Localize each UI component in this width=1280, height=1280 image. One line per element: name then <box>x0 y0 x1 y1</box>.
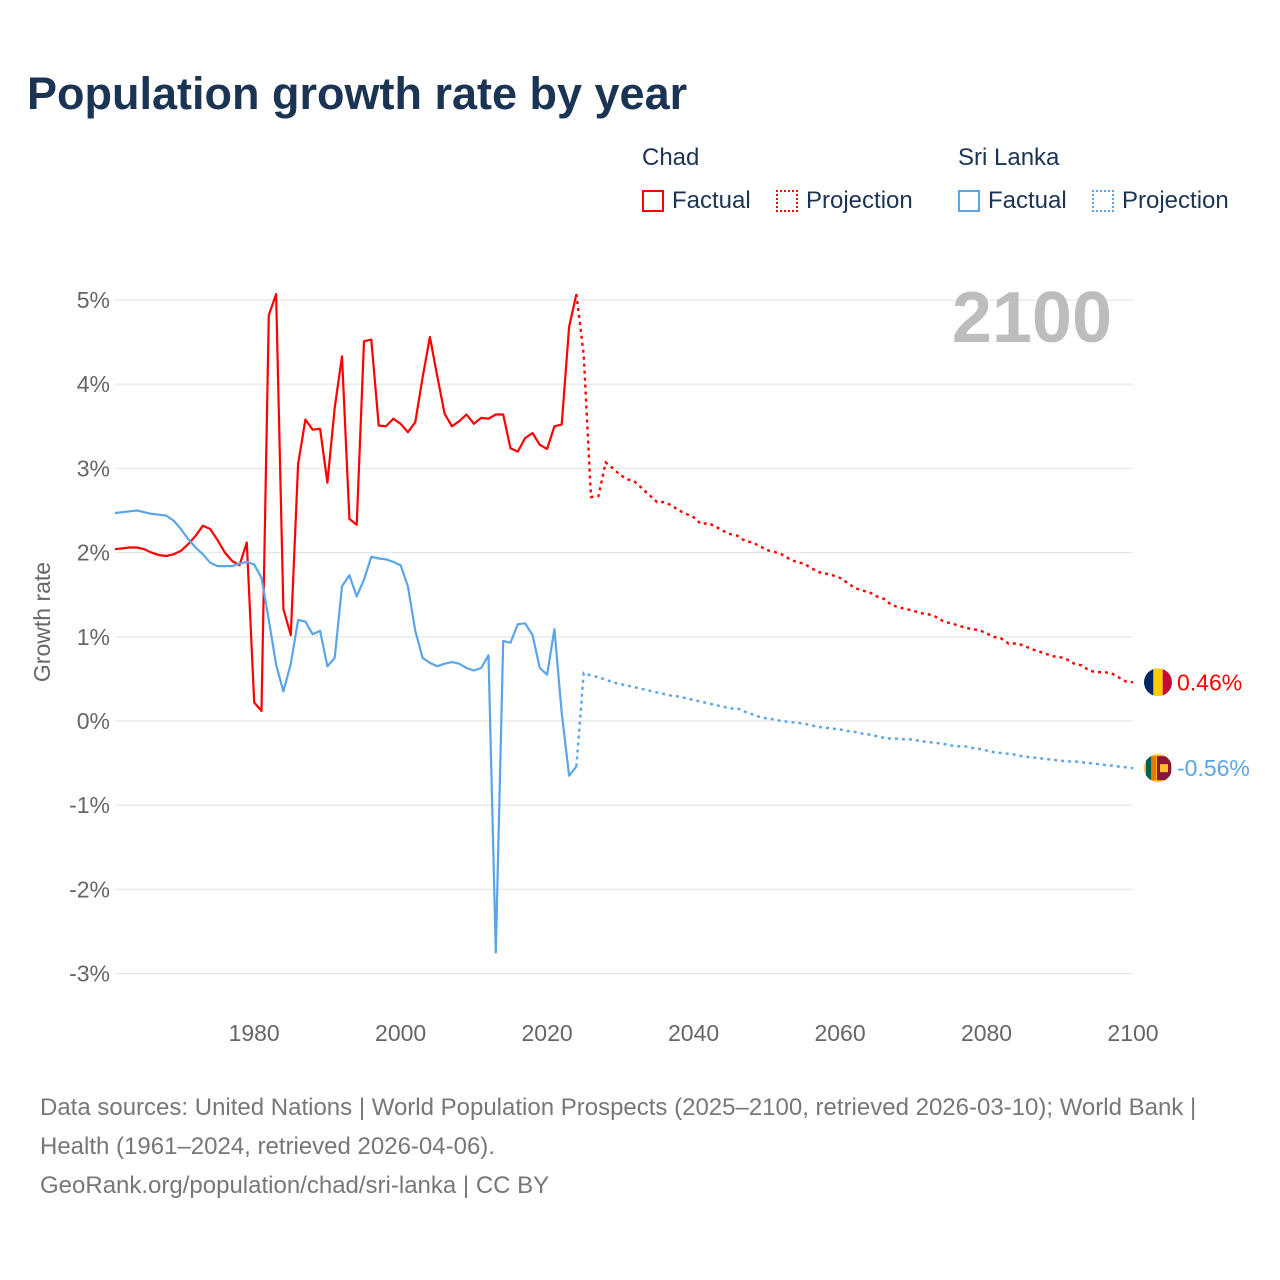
sri-lanka-flag-icon <box>1144 754 1172 783</box>
y-tick-label: 5% <box>77 287 110 313</box>
x-tick-label: 2020 <box>522 1020 573 1046</box>
x-tick-label: 2060 <box>814 1020 865 1046</box>
legend-label: Projection <box>806 187 913 214</box>
flag-lion <box>1160 764 1168 773</box>
x-tick-label: 2100 <box>1107 1020 1158 1046</box>
x-tick-label: 2040 <box>668 1020 719 1046</box>
sri-lanka-factual-line <box>114 509 578 954</box>
flag-stripes <box>1144 668 1172 697</box>
dotted-swatch-icon <box>1092 190 1114 212</box>
flag-stripe <box>1144 668 1154 697</box>
y-tick-label: 1% <box>77 624 110 650</box>
y-axis-label: Growth rate <box>29 562 55 682</box>
y-tick-label: 3% <box>77 455 110 481</box>
footer: Data sources: United Nations | World Pop… <box>40 1088 1240 1205</box>
legend-label: Factual <box>672 187 751 214</box>
gridlines <box>115 299 1133 975</box>
flag-stripes <box>1144 754 1172 783</box>
flag-stripe <box>1151 756 1156 781</box>
legend-chad-factual[interactable]: Factual <box>642 187 751 215</box>
year-annotation: 2100 <box>952 278 1112 358</box>
legend-sri-lanka: Sri Lanka <box>958 144 1059 172</box>
page-title: Population growth rate by year <box>27 68 688 119</box>
y-tick-label: 2% <box>77 540 110 566</box>
data-sources: Data sources: United Nations | World Pop… <box>40 1094 1197 1160</box>
y-tick-label: -1% <box>69 792 110 818</box>
legend-country-label: Sri Lanka <box>958 144 1060 171</box>
x-tick-label: 2080 <box>961 1020 1012 1046</box>
end-labels: 0.46% -0.56% <box>1144 668 1250 783</box>
chad-flag-icon <box>1144 668 1172 697</box>
legend-sri-lanka-factual[interactable]: Factual <box>958 187 1067 215</box>
y-tick-label: -3% <box>69 961 110 987</box>
x-axis: 1980 2000 2020 2040 2060 2080 2100 <box>229 1020 1159 1046</box>
chad-end-label: 0.46% <box>1177 669 1242 695</box>
credit-link[interactable]: GeoRank.org/population/chad/sri-lanka | … <box>40 1172 550 1199</box>
sri-lanka-projection-line <box>575 671 1134 770</box>
series-lines <box>114 293 1134 954</box>
legend-sri-lanka-projection[interactable]: Projection <box>1092 187 1229 215</box>
y-axis: -3% -2% -1% 0% 1% 2% 3% 4% 5% <box>69 287 110 987</box>
flag-stripe <box>1153 668 1163 697</box>
solid-swatch-icon <box>958 190 980 212</box>
solid-swatch-icon <box>642 190 664 212</box>
legend-country-label: Chad <box>642 144 700 171</box>
chad-projection-line <box>575 293 1134 684</box>
flag-stripe <box>1162 668 1172 697</box>
y-tick-label: 4% <box>77 371 110 397</box>
legend-chad: Chad <box>642 144 699 172</box>
legend-chad-projection[interactable]: Projection <box>776 187 913 215</box>
flag-stripe <box>1146 756 1151 781</box>
legend-label: Factual <box>988 187 1067 214</box>
sri-lanka-end-label: -0.56% <box>1177 755 1250 781</box>
chad-factual-line <box>114 293 578 713</box>
y-tick-label: -2% <box>69 876 110 902</box>
legend-label: Projection <box>1122 187 1229 214</box>
x-tick-label: 2000 <box>375 1020 426 1046</box>
x-tick-label: 1980 <box>229 1020 280 1046</box>
y-tick-label: 0% <box>77 708 110 734</box>
dotted-swatch-icon <box>776 190 798 212</box>
